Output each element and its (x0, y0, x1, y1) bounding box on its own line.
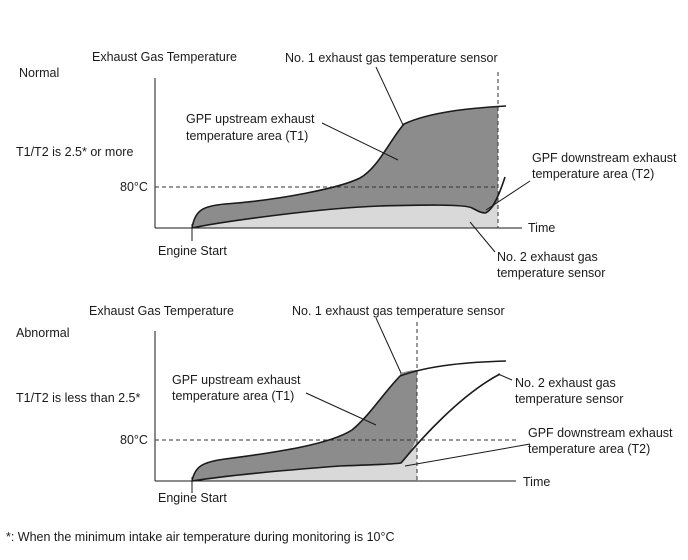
normal-sensor2-leader (469, 221, 496, 253)
normal-downstream-label-line1: GPF downstream exhaust (532, 151, 677, 165)
abnormal-x-axis-label: Time (523, 475, 550, 489)
abnormal-downstream-label-line1: GPF downstream exhaust (528, 426, 673, 440)
abnormal-panel: Abnormal Exhaust Gas Temperature No. 1 e… (16, 304, 673, 505)
abnormal-sensor2-curve (191, 373, 501, 482)
abnormal-upstream-area (192, 370, 417, 481)
normal-ratio-label: T1/T2 is 2.5* or more (16, 145, 133, 159)
normal-upstream-label-line1: GPF upstream exhaust (186, 112, 315, 126)
abnormal-downstream-leader (404, 443, 531, 467)
abnormal-downstream-label-line2: temperature area (T2) (528, 442, 650, 456)
abnormal-sensor1-curve (191, 360, 507, 482)
normal-threshold-label: 80°C (120, 180, 148, 194)
abnormal-sensor2-leader (497, 373, 513, 381)
abnormal-sensor1-label: No. 1 exhaust gas temperature sensor (292, 304, 505, 318)
abnormal-upstream-label-line1: GPF upstream exhaust (172, 373, 301, 387)
abnormal-ratio-label: T1/T2 is less than 2.5* (16, 391, 141, 405)
normal-upstream-label-line2: temperature area (T1) (186, 129, 308, 143)
normal-upstream-leader (321, 122, 399, 161)
normal-upstream-area (192, 107, 498, 228)
normal-y-axis-label: Exhaust Gas Temperature (92, 50, 237, 64)
normal-sensor2-label-line1: No. 2 exhaust gas (497, 250, 598, 264)
abnormal-sensor2-label-line2: temperature sensor (515, 392, 623, 406)
normal-sensor1-leader (375, 66, 404, 126)
normal-downstream-label-line2: temperature area (T2) (532, 167, 654, 181)
normal-engine-start-label: Engine Start (158, 244, 227, 258)
abnormal-sensor2-label-line1: No. 2 exhaust gas (515, 376, 616, 390)
footnote: *: When the minimum intake air temperatu… (6, 530, 395, 544)
abnormal-engine-start-label: Engine Start (158, 491, 227, 505)
normal-panel: Normal Exhaust Gas Temperature No. 1 exh… (16, 50, 677, 280)
abnormal-upstream-label-line2: temperature area (T1) (172, 389, 294, 403)
normal-sensor1-curve (191, 105, 507, 229)
normal-sensor2-curve (191, 176, 506, 229)
abnormal-downstream-area (192, 437, 417, 481)
abnormal-sensor1-leader (375, 317, 402, 374)
abnormal-y-axis-label: Exhaust Gas Temperature (89, 304, 234, 318)
normal-state-label: Normal (19, 66, 59, 80)
normal-downstream-area (192, 200, 498, 228)
normal-x-axis-label: Time (528, 221, 555, 235)
abnormal-upstream-leader (305, 392, 377, 426)
normal-downstream-leader (485, 180, 531, 211)
abnormal-threshold-label: 80°C (120, 433, 148, 447)
normal-sensor2-label-line2: temperature sensor (497, 266, 605, 280)
normal-sensor1-label: No. 1 exhaust gas temperature sensor (285, 51, 498, 65)
abnormal-state-label: Abnormal (16, 326, 70, 340)
